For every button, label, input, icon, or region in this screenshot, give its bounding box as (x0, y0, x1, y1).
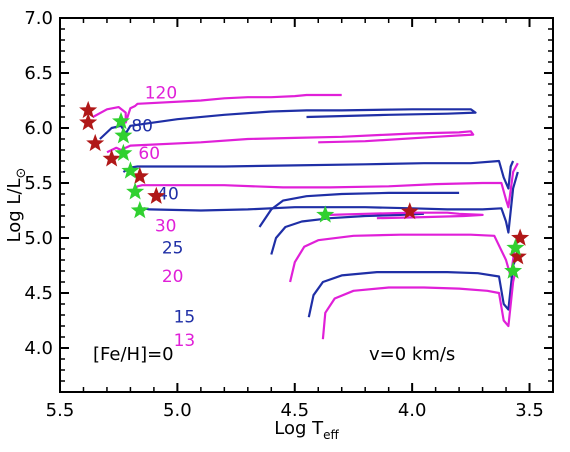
x-axis-title-main: Log T (274, 418, 324, 439)
track-line-13 (321, 270, 517, 340)
green-star-marker-0 (112, 111, 131, 130)
rotation-annotation: v=0 km/s (369, 344, 455, 365)
green-star-marker-1 (114, 126, 133, 144)
y-tick-label: 5.0 (24, 228, 53, 249)
y-axis-title-sun-symbol: ⊙ (14, 168, 29, 179)
green-star-marker-6 (316, 205, 335, 223)
red-star-marker-1 (79, 113, 98, 131)
track-line-120 (92, 93, 342, 124)
track-line-40-loop (258, 191, 460, 228)
red-star-marker-8 (508, 247, 527, 265)
red-star-marker-3 (102, 149, 121, 167)
y-tick-label: 6.0 (24, 118, 53, 139)
green-star-marker-2 (114, 143, 133, 161)
track-label-20: 20 (162, 267, 184, 287)
y-tick-label: 6.5 (24, 63, 53, 84)
axis-tick-labels: 5.5 5.0 4.5 4.0 3.5 4.0 4.5 5.0 5.5 6.0 6.5 7.0 (24, 8, 543, 421)
red-star-marker-5 (147, 186, 166, 204)
plot-frame (59, 17, 554, 393)
track-line-25 (139, 171, 519, 234)
track-line-30-loop (329, 211, 484, 220)
red-star-marker-6 (400, 202, 419, 220)
axis-ticks (59, 17, 553, 392)
x-tick-label: 5.5 (46, 400, 75, 421)
x-tick-label: 3.5 (515, 400, 544, 421)
red-star-marker-0 (79, 100, 98, 119)
track-line-15 (307, 259, 517, 318)
x-tick-label: 4.5 (280, 400, 309, 421)
track-label-80: 80 (131, 116, 153, 136)
y-tick-label: 4.5 (24, 283, 53, 304)
x-tick-label: 4.0 (398, 400, 427, 421)
track-label-120: 120 (145, 83, 177, 103)
track-line-80 (99, 108, 477, 140)
y-axis-title: Log L/L⊙ (4, 168, 29, 243)
green-star-marker-8 (504, 261, 523, 279)
metallicity-annotation: [Fe/H]=0 (93, 344, 174, 365)
track-label-13: 13 (174, 331, 196, 351)
track-line-30 (131, 162, 519, 209)
y-tick-label: 4.0 (24, 338, 53, 359)
track-line-25-track (270, 212, 424, 255)
track-line-40 (122, 159, 515, 190)
green-star-marker-7 (506, 238, 525, 256)
green-star-marker-4 (126, 182, 145, 200)
x-axis-title: Log Teff (274, 418, 339, 442)
green-star-marker-3 (121, 161, 140, 179)
track-label-15: 15 (174, 308, 196, 328)
track-label-60: 60 (138, 144, 160, 164)
red-star-marker-4 (130, 166, 149, 185)
star-markers (79, 100, 530, 279)
green-star-marker-5 (130, 201, 149, 219)
track-label-30: 30 (155, 216, 177, 236)
x-tick-label: 5.0 (163, 400, 192, 421)
red-star-marker-7 (511, 228, 530, 246)
x-axis-title-subscript: eff (323, 428, 339, 442)
y-axis-title-main: Log L/L (4, 178, 25, 242)
track-label-40: 40 (157, 185, 179, 205)
y-tick-label: 5.5 (24, 173, 53, 194)
track-label-25: 25 (162, 238, 184, 258)
y-tick-label: 7.0 (24, 8, 53, 29)
track-line-60 (106, 130, 475, 154)
red-star-marker-2 (86, 133, 105, 152)
